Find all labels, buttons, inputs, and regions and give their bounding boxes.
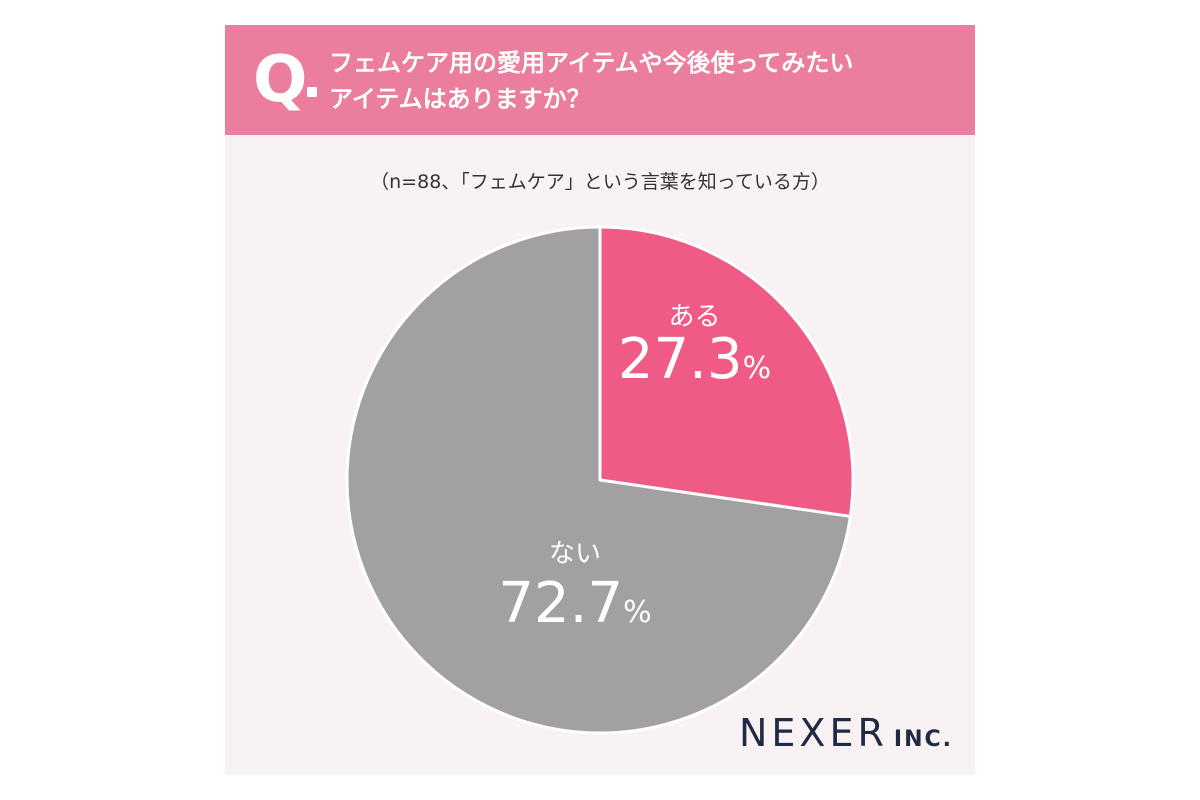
question-header: Q フェムケア用の愛用アイテムや今後使ってみたい アイテムはありますか？	[225, 25, 975, 135]
slice-label-1: ある	[669, 302, 721, 332]
logo-sub-text: INC.	[893, 727, 953, 752]
question-text: フェムケア用の愛用アイテムや今後使ってみたい アイテムはありますか？	[329, 45, 959, 117]
slice-value-1: 27.3%	[618, 327, 771, 392]
pie-slice-2	[345, 225, 852, 735]
nexer-logo: NEXER INC.	[739, 711, 953, 755]
question-mark-letter: Q	[253, 43, 307, 117]
logo-main-text: NEXER	[739, 711, 888, 755]
slice-value-2: 72.7%	[498, 571, 651, 636]
pie-slices	[345, 225, 855, 735]
question-mark-dot	[307, 87, 317, 97]
sample-size-note: （n=88、「フェムケア」という言葉を知っている方）	[370, 171, 830, 193]
infographic-card: Q フェムケア用の愛用アイテムや今後使ってみたい アイテムはありますか？ （n=…	[225, 25, 975, 775]
question-line-1: フェムケア用の愛用アイテムや今後使ってみたい	[329, 49, 854, 77]
pie-slice-1	[598, 225, 855, 518]
question-line-2: アイテムはありますか？	[329, 85, 591, 113]
slice-label-2: ない	[549, 539, 601, 569]
